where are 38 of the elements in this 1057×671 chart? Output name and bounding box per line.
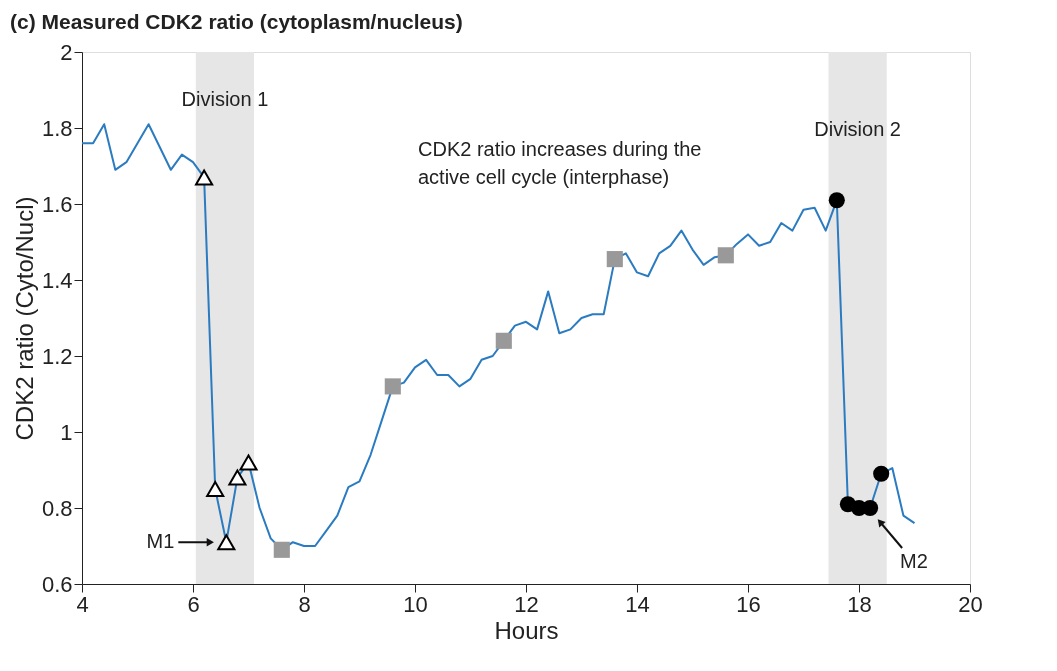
y-tick-label: 1.8: [41, 115, 73, 141]
x-tick-label: 8: [298, 591, 311, 617]
x-tick-label: 18: [847, 591, 872, 617]
point: [239, 454, 258, 471]
y-tick-label: 0.8: [41, 495, 73, 521]
point: [217, 534, 236, 551]
y-axis-title: CDK2 ratio (Cyto/Nucl): [10, 196, 38, 441]
annotation: M2: [900, 550, 928, 572]
x-tick-label: 12: [514, 591, 539, 617]
y-tick-label: 2: [60, 39, 73, 65]
x-tick-label: 6: [187, 591, 200, 617]
point: [228, 469, 247, 486]
point: [384, 378, 401, 395]
x-tick-label: 10: [403, 591, 428, 617]
y-tick-label: 0.6: [41, 571, 73, 597]
x-axis-title: Hours: [494, 616, 559, 644]
point: [195, 169, 214, 186]
point: [495, 332, 512, 349]
band-label: Division 1: [181, 88, 269, 110]
annotation: CDK2 ratio increases during the active cell cycle (interphase): [418, 138, 702, 188]
y-tick-label: 1.4: [41, 267, 73, 293]
annotation: M1: [146, 530, 175, 553]
x-tick-label: 4: [76, 591, 89, 617]
point: [206, 481, 225, 497]
x-tick-label: 16: [736, 591, 761, 617]
point: [873, 465, 890, 482]
point: [717, 247, 734, 264]
point: [273, 541, 290, 558]
x-tick-label: 14: [625, 591, 650, 617]
point: [828, 192, 845, 209]
band-label: Division 2: [814, 118, 901, 140]
y-tick-label: 1: [60, 419, 73, 445]
y-tick-label: 1.6: [41, 191, 73, 217]
x-tick-label: 20: [958, 591, 983, 617]
chart-title: (c) Measured CDK2 ratio (cytoplasm/nucleus): [10, 10, 463, 33]
point: [862, 499, 879, 517]
y-tick-label: 1.2: [41, 343, 73, 369]
point: [606, 251, 623, 268]
